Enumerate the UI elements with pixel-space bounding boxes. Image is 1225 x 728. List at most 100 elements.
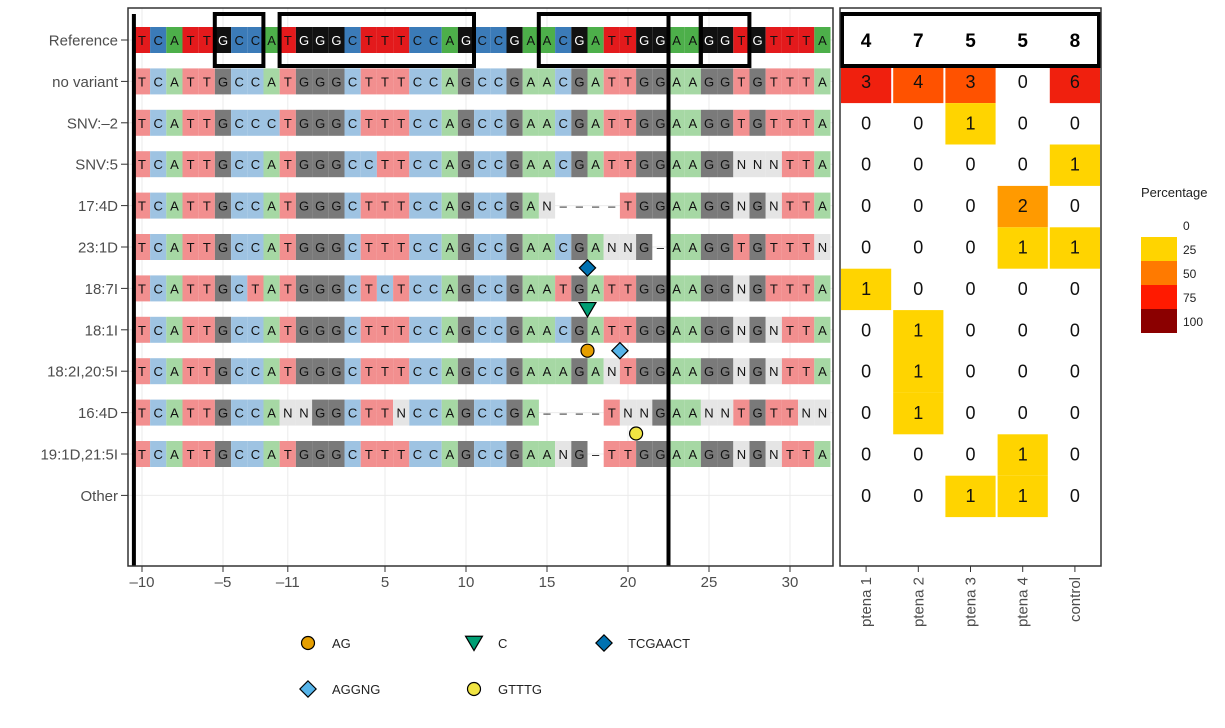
nucleotide-label: T (624, 323, 632, 338)
nucleotide-label: C (429, 364, 438, 379)
sequence-tile (328, 275, 345, 302)
nucleotide-label: G (299, 447, 309, 462)
sequence-tile (263, 151, 280, 178)
nucleotide-label: G (315, 116, 325, 131)
sequence-tile (425, 275, 442, 302)
x-tick-label: –5 (215, 574, 232, 591)
sequence-tile (182, 399, 199, 426)
nucleotide-label: – (608, 199, 616, 214)
sequence-tile (166, 358, 183, 385)
sequence-tile (360, 109, 377, 136)
nucleotide-label: T (138, 33, 146, 48)
sequence-tile (506, 192, 523, 219)
sequence-tile (328, 109, 345, 136)
sequence-tile (555, 234, 572, 260)
nucleotide-label: C (494, 74, 503, 89)
nucleotide-label: A (672, 116, 681, 131)
nucleotide-label: C (348, 281, 357, 296)
nucleotide-label: C (348, 116, 357, 131)
nucleotide-label: A (267, 323, 276, 338)
nucleotide-label: A (591, 157, 600, 172)
nucleotide-label: – (657, 240, 665, 255)
sequence-tile (166, 399, 183, 426)
sequence-tile (295, 358, 313, 385)
nucleotide-label: – (560, 406, 568, 421)
sequence-tile (166, 316, 183, 343)
sequence-tile (490, 151, 507, 178)
sequence-tile (133, 275, 151, 302)
sequence-tile (182, 68, 199, 95)
nucleotide-label: N (704, 406, 713, 421)
sequence-tile (312, 399, 329, 426)
nucleotide-label: C (494, 33, 503, 48)
nucleotide-label: G (720, 281, 730, 296)
sequence-tile (733, 234, 750, 260)
nucleotide-label: G (720, 323, 730, 338)
nucleotide-label: C (251, 364, 260, 379)
nucleotide-label: C (154, 116, 163, 131)
sequence-tile (214, 399, 232, 426)
nucleotide-label: C (494, 199, 503, 214)
nucleotide-label: G (218, 281, 228, 296)
nucleotide-label: T (624, 157, 632, 172)
heatmap-cell (997, 475, 1048, 518)
sequence-tile (587, 275, 604, 302)
nucleotide-label: G (315, 33, 325, 48)
nucleotide-label: G (461, 323, 471, 338)
sequence-tile (636, 441, 653, 467)
sequence-tile (652, 358, 669, 385)
sequence-tile (425, 441, 442, 467)
nucleotide-label: C (364, 157, 373, 172)
sequence-tile (312, 358, 329, 385)
sequence-tile (765, 109, 782, 136)
sequence-tile (555, 358, 572, 385)
nucleotide-label: A (267, 199, 276, 214)
nucleotide-label: A (170, 406, 179, 421)
nucleotide-label: T (770, 33, 778, 48)
sequence-tile (490, 68, 507, 95)
sequence-tile (765, 275, 782, 302)
nucleotide-label: T (203, 157, 211, 172)
nucleotide-label: C (348, 240, 357, 255)
nucleotide-label: N (397, 406, 406, 421)
sequence-tile (279, 316, 296, 343)
sequence-tile (279, 399, 296, 426)
sequence-tile (700, 234, 718, 260)
nucleotide-label: G (753, 116, 763, 131)
nucleotide-label: C (251, 406, 260, 421)
sequence-tile (571, 234, 588, 260)
sequence-tile (668, 68, 685, 95)
sequence-tile (393, 68, 410, 95)
heatmap-cell (841, 61, 892, 104)
sequence-tile (506, 151, 523, 178)
nucleotide-label: C (413, 364, 422, 379)
nucleotide-label: T (187, 199, 195, 214)
nucleotide-label: T (737, 240, 745, 255)
sequence-tile (619, 316, 637, 343)
row-label: 19:1D,21:5I (40, 447, 118, 464)
sequence-tile (603, 151, 620, 178)
nucleotide-label: G (510, 240, 520, 255)
count-label: 0 (913, 155, 923, 175)
column-label: ptena 3 (963, 577, 980, 627)
nucleotide-label: G (461, 74, 471, 89)
nucleotide-label: G (331, 116, 341, 131)
sequence-tile (798, 151, 815, 178)
legend-marker-label: GTTTG (498, 682, 542, 697)
sequence-tile (182, 358, 199, 385)
nucleotide-label: T (381, 199, 389, 214)
sequence-tile (182, 109, 199, 136)
nucleotide-label: T (608, 157, 616, 172)
count-label: 0 (913, 113, 923, 133)
sequence-tile (652, 275, 669, 302)
row-label: Other (80, 488, 118, 505)
nucleotide-label: A (672, 74, 681, 89)
sequence-tile (344, 109, 361, 136)
nucleotide-label: T (284, 157, 292, 172)
nucleotide-label: T (802, 157, 810, 172)
sequence-tile (441, 316, 458, 343)
nucleotide-label: C (429, 199, 438, 214)
heatmap-cell (945, 61, 996, 104)
sequence-tile (668, 151, 685, 178)
nucleotide-label: G (753, 74, 763, 89)
